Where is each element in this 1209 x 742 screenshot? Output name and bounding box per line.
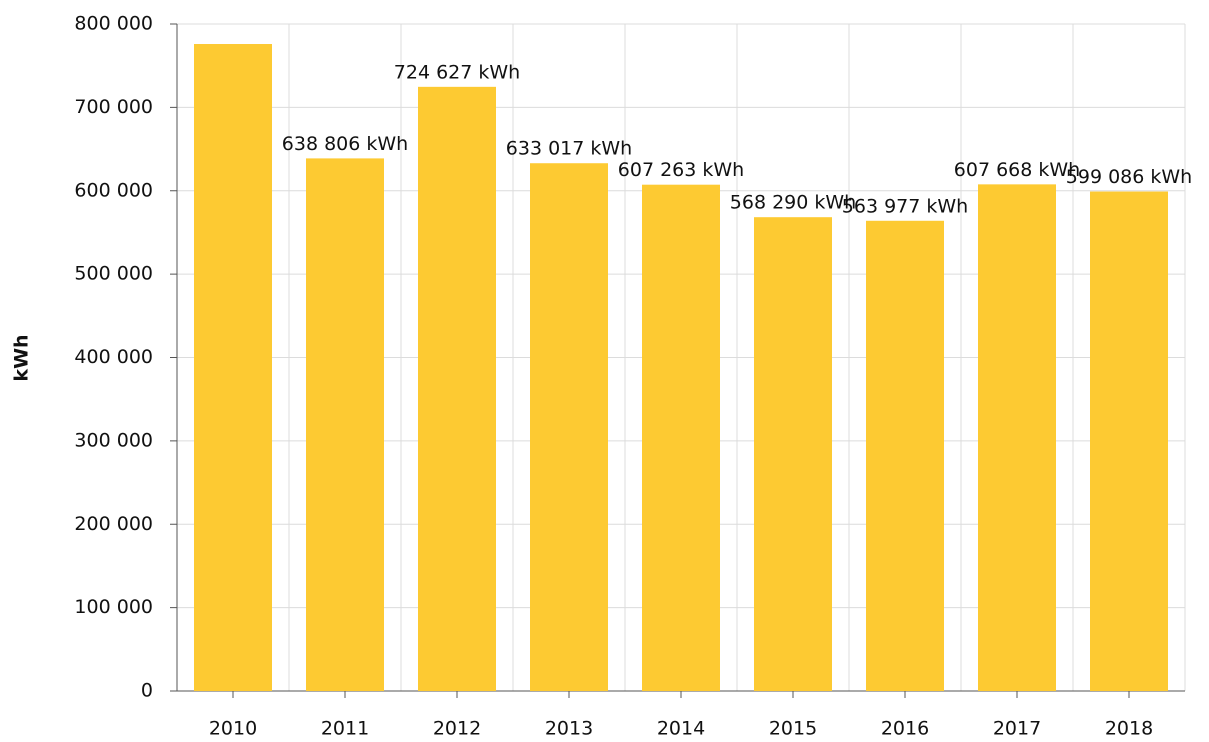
y-tick-label: 100 000 [74,596,153,618]
x-tick-label: 2017 [993,718,1041,740]
bar [754,217,832,691]
data-label: 563 977 kWh [842,195,968,217]
x-tick-label: 2015 [769,718,817,740]
y-tick-label: 200 000 [74,513,153,535]
data-label: 599 086 kWh [1066,166,1192,188]
y-tick-label: 400 000 [74,346,153,368]
bar [1090,191,1168,691]
x-tick-label: 2016 [881,718,929,740]
bar [306,158,384,691]
y-tick-label: 500 000 [74,263,153,285]
x-tick-label: 2011 [321,718,369,740]
data-label: 568 290 kWh [730,192,856,214]
x-tick-label: 2012 [433,718,481,740]
bar [530,163,608,692]
y-tick-label: 800 000 [74,13,153,35]
y-tick-label: 700 000 [74,96,153,118]
data-label: 607 668 kWh [954,159,1080,181]
data-label: 607 263 kWh [618,159,744,181]
y-axis-label: kWh [11,334,33,381]
bar [418,86,496,692]
bar [866,220,944,691]
data-label: 633 017 kWh [506,138,632,160]
x-tick-label: 2018 [1105,718,1153,740]
x-tick-label: 2010 [209,718,257,740]
y-tick-label: 300 000 [74,429,153,451]
data-label: 638 806 kWh [282,133,408,155]
x-tick-label: 2014 [657,718,705,740]
y-tick-label: 600 000 [74,179,153,201]
x-tick-label: 2013 [545,718,593,740]
bar [978,184,1056,691]
bar [194,44,272,691]
bar [642,184,720,692]
y-tick-label: 0 [141,680,153,702]
data-label: 724 627 kWh [394,61,520,83]
